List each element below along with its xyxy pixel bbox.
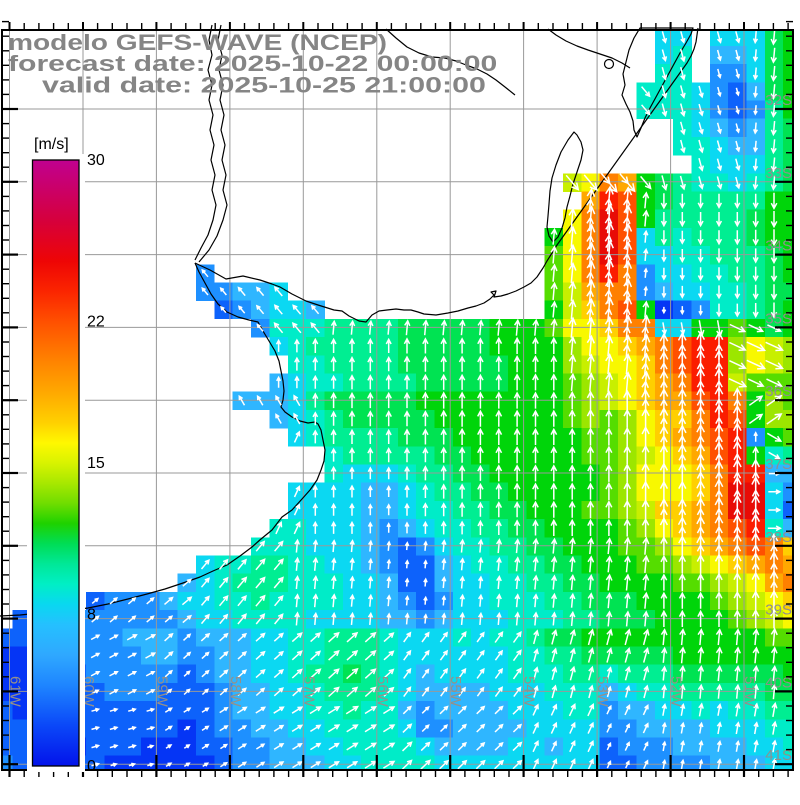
svg-text:38S: 38S <box>765 529 792 546</box>
svg-text:56W: 56W <box>374 676 391 708</box>
svg-text:15: 15 <box>87 455 105 472</box>
svg-text:34S: 34S <box>765 238 792 255</box>
svg-text:modelo GEFS-WAVE (NCEP): modelo GEFS-WAVE (NCEP) <box>8 30 387 55</box>
svg-text:58W: 58W <box>227 676 244 708</box>
svg-text:35S: 35S <box>765 310 792 327</box>
svg-text:forecast date: 2025-10-22 00:0: forecast date: 2025-10-22 00:00:00 <box>8 51 497 76</box>
svg-text:36S: 36S <box>765 383 792 400</box>
svg-text:52W: 52W <box>668 676 685 708</box>
svg-text:0: 0 <box>87 758 96 775</box>
svg-text:39S: 39S <box>765 602 792 619</box>
svg-text:[m/s]: [m/s] <box>34 136 69 153</box>
svg-text:53W: 53W <box>594 676 611 708</box>
svg-text:57W: 57W <box>300 676 317 708</box>
svg-text:30: 30 <box>87 152 105 169</box>
svg-text:59W: 59W <box>153 676 170 708</box>
svg-text:37S: 37S <box>765 456 792 473</box>
svg-text:54W: 54W <box>521 676 538 708</box>
svg-text:40S: 40S <box>765 674 792 691</box>
svg-text:55W: 55W <box>447 676 464 708</box>
svg-text:51W: 51W <box>741 676 758 708</box>
svg-text:41S: 41S <box>765 747 792 764</box>
svg-text:33S: 33S <box>765 165 792 182</box>
svg-text:8: 8 <box>87 607 96 624</box>
svg-text:valid date: 2025-10-25 21:00:0: valid date: 2025-10-25 21:00:00 <box>42 72 486 97</box>
svg-text:22: 22 <box>87 314 105 331</box>
svg-text:32S: 32S <box>765 92 792 109</box>
